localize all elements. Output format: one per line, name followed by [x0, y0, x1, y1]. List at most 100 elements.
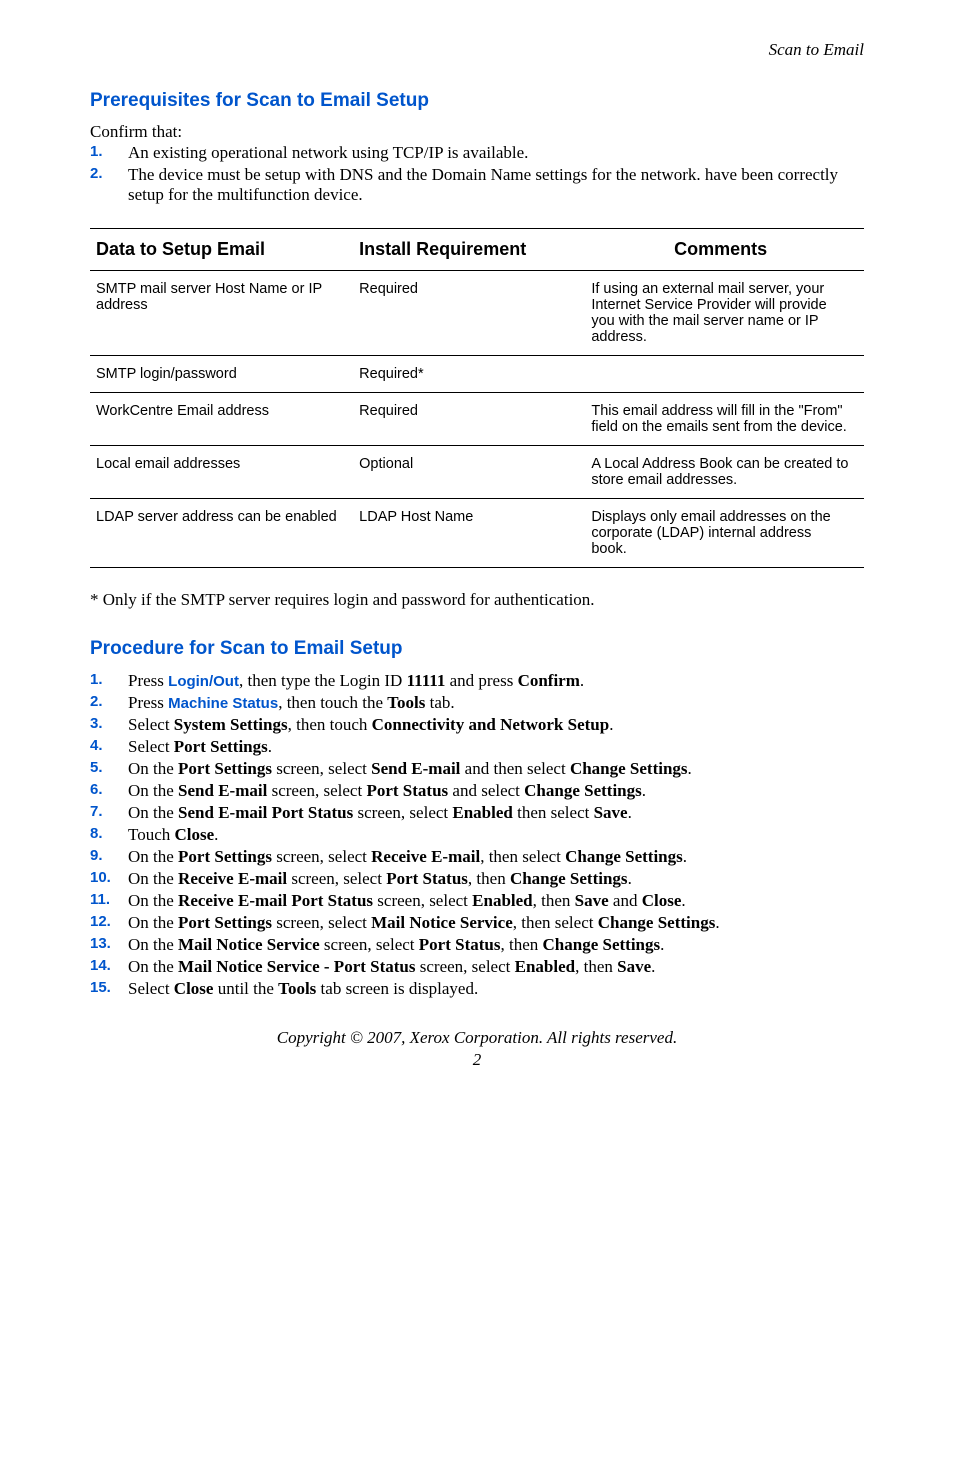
- table-row: SMTP mail server Host Name or IP address…: [90, 271, 864, 356]
- text-fragment: Press: [128, 671, 168, 690]
- text-fragment: .: [688, 759, 692, 778]
- col-header: Data to Setup Email: [90, 229, 353, 271]
- bold-term: System Settings: [174, 715, 288, 734]
- bold-term: Port Status: [366, 781, 448, 800]
- list-item: 1. Press Login/Out, then type the Login …: [90, 670, 864, 692]
- text-fragment: screen, select: [416, 957, 515, 976]
- list-number: 14.: [90, 957, 128, 977]
- table-cell: Displays only email addresses on the cor…: [585, 499, 864, 568]
- list-item: 10. On the Receive E-mail screen, select…: [90, 868, 864, 890]
- table-cell: Optional: [353, 446, 585, 499]
- text-fragment: , then touch the: [278, 693, 387, 712]
- list-item: 7. On the Send E-mail Port Status screen…: [90, 802, 864, 824]
- text-fragment: , then: [468, 869, 510, 888]
- list-number: 7.: [90, 803, 128, 823]
- list-item: 15. Select Close until the Tools tab scr…: [90, 978, 864, 1000]
- bold-term: Change Settings: [524, 781, 642, 800]
- list-text: Select Close until the Tools tab screen …: [128, 979, 864, 999]
- prereq-title: Prerequisites for Scan to Email Setup: [90, 90, 864, 112]
- list-item: 3. Select System Settings, then touch Co…: [90, 714, 864, 736]
- procedure-title: Procedure for Scan to Email Setup: [90, 638, 864, 660]
- table-cell: If using an external mail server, your I…: [585, 271, 864, 356]
- list-item: 1. An existing operational network using…: [90, 142, 864, 164]
- text-fragment: and then select: [460, 759, 570, 778]
- bold-term: Change Settings: [565, 847, 683, 866]
- text-fragment: .: [268, 737, 272, 756]
- list-number: 2.: [90, 165, 128, 205]
- procedure-list: 1. Press Login/Out, then type the Login …: [90, 670, 864, 1000]
- bold-term: Receive E-mail: [371, 847, 480, 866]
- text-fragment: screen, select: [287, 869, 386, 888]
- bold-term: Mail Notice Service: [371, 913, 513, 932]
- text-fragment: On the: [128, 781, 178, 800]
- bold-term: Change Settings: [570, 759, 688, 778]
- text-fragment: screen, select: [267, 781, 366, 800]
- list-text: An existing operational network using TC…: [128, 143, 864, 163]
- bold-term: Port Status: [386, 869, 468, 888]
- prereq-list: 1. An existing operational network using…: [90, 142, 864, 206]
- text-fragment: On the: [128, 803, 178, 822]
- list-number: 8.: [90, 825, 128, 845]
- text-fragment: screen, select: [373, 891, 472, 910]
- list-item: 14. On the Mail Notice Service - Port St…: [90, 956, 864, 978]
- bold-term: Enabled: [452, 803, 512, 822]
- bold-term: Close: [642, 891, 682, 910]
- list-number: 12.: [90, 913, 128, 933]
- table-row: WorkCentre Email address Required This e…: [90, 393, 864, 446]
- text-fragment: On the: [128, 891, 178, 910]
- list-item: 9. On the Port Settings screen, select R…: [90, 846, 864, 868]
- col-header: Comments: [585, 229, 864, 271]
- bold-term: Receive E-mail Port Status: [178, 891, 373, 910]
- list-item: 13. On the Mail Notice Service screen, s…: [90, 934, 864, 956]
- bold-term: Save: [594, 803, 628, 822]
- list-item: 11. On the Receive E-mail Port Status sc…: [90, 890, 864, 912]
- list-item: 2. The device must be setup with DNS and…: [90, 164, 864, 206]
- table-row: Local email addresses Optional A Local A…: [90, 446, 864, 499]
- bold-term: Port Settings: [178, 913, 272, 932]
- text-fragment: .: [681, 891, 685, 910]
- text-fragment: .: [715, 913, 719, 932]
- table-cell: Required: [353, 393, 585, 446]
- text-fragment: , then touch: [288, 715, 372, 734]
- table-cell: This email address will fill in the "Fro…: [585, 393, 864, 446]
- bold-term: Receive E-mail: [178, 869, 287, 888]
- text-fragment: .: [642, 781, 646, 800]
- text-fragment: .: [683, 847, 687, 866]
- text-fragment: .: [628, 869, 632, 888]
- text-fragment: , then: [500, 935, 542, 954]
- text-fragment: .: [580, 671, 584, 690]
- text-fragment: , then: [533, 891, 575, 910]
- text-fragment: screen, select: [272, 847, 371, 866]
- col-header: Install Requirement: [353, 229, 585, 271]
- list-text: Touch Close.: [128, 825, 864, 845]
- list-text: The device must be setup with DNS and th…: [128, 165, 864, 205]
- table-cell: LDAP Host Name: [353, 499, 585, 568]
- ui-term: Login/Out: [168, 673, 239, 690]
- list-text: On the Send E-mail screen, select Port S…: [128, 781, 864, 801]
- bold-term: Change Settings: [543, 935, 661, 954]
- list-number: 1.: [90, 143, 128, 163]
- prereq-intro: Confirm that:: [90, 122, 864, 142]
- table-row: LDAP server address can be enabled LDAP …: [90, 499, 864, 568]
- table-cell: SMTP login/password: [90, 356, 353, 393]
- table-header-row: Data to Setup Email Install Requirement …: [90, 229, 864, 271]
- bold-term: Port Settings: [174, 737, 268, 756]
- bold-term: Send E-mail: [178, 781, 267, 800]
- text-fragment: On the: [128, 847, 178, 866]
- list-item: 12. On the Port Settings screen, select …: [90, 912, 864, 934]
- text-fragment: tab screen is displayed.: [316, 979, 478, 998]
- list-text: Press Login/Out, then type the Login ID …: [128, 671, 864, 691]
- bold-term: Port Settings: [178, 847, 272, 866]
- list-number: 13.: [90, 935, 128, 955]
- bold-term: Enabled: [472, 891, 532, 910]
- list-number: 4.: [90, 737, 128, 757]
- text-fragment: .: [609, 715, 613, 734]
- copyright-line: Copyright © 2007, Xerox Corporation. All…: [90, 1028, 864, 1048]
- text-fragment: , then select: [513, 913, 598, 932]
- bold-term: Close: [175, 825, 215, 844]
- text-fragment: then select: [513, 803, 594, 822]
- bold-term: Mail Notice Service: [178, 935, 320, 954]
- text-fragment: , then: [575, 957, 617, 976]
- table-cell: Required*: [353, 356, 585, 393]
- text-fragment: Select: [128, 715, 174, 734]
